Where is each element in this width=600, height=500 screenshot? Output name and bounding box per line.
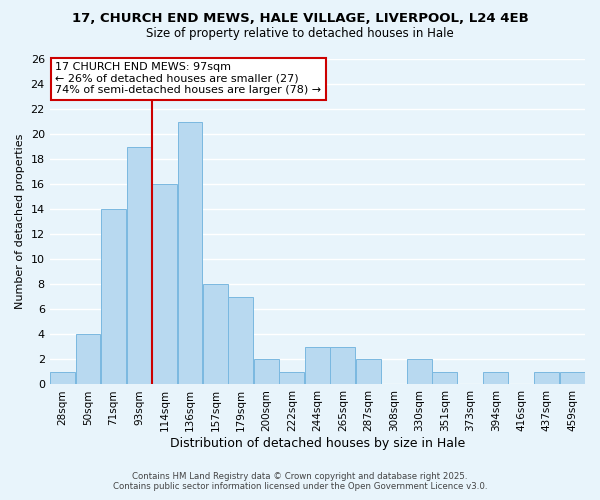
Bar [560, 372, 584, 384]
Bar [433, 372, 457, 384]
Bar [407, 360, 431, 384]
Text: Size of property relative to detached houses in Hale: Size of property relative to detached ho… [146, 28, 454, 40]
Bar [76, 334, 100, 384]
Bar [331, 347, 355, 385]
Bar [484, 372, 508, 384]
Bar [229, 297, 253, 384]
Bar [254, 360, 279, 384]
Text: Contains HM Land Registry data © Crown copyright and database right 2025.
Contai: Contains HM Land Registry data © Crown c… [113, 472, 487, 491]
Bar [203, 284, 228, 384]
X-axis label: Distribution of detached houses by size in Hale: Distribution of detached houses by size … [170, 437, 465, 450]
Bar [535, 372, 559, 384]
Bar [127, 146, 151, 384]
Bar [356, 360, 380, 384]
Bar [178, 122, 202, 384]
Bar [50, 372, 75, 384]
Bar [305, 347, 329, 385]
Bar [101, 209, 126, 384]
Bar [152, 184, 177, 384]
Text: 17 CHURCH END MEWS: 97sqm
← 26% of detached houses are smaller (27)
74% of semi-: 17 CHURCH END MEWS: 97sqm ← 26% of detac… [55, 62, 321, 96]
Text: 17, CHURCH END MEWS, HALE VILLAGE, LIVERPOOL, L24 4EB: 17, CHURCH END MEWS, HALE VILLAGE, LIVER… [71, 12, 529, 26]
Bar [280, 372, 304, 384]
Y-axis label: Number of detached properties: Number of detached properties [15, 134, 25, 310]
